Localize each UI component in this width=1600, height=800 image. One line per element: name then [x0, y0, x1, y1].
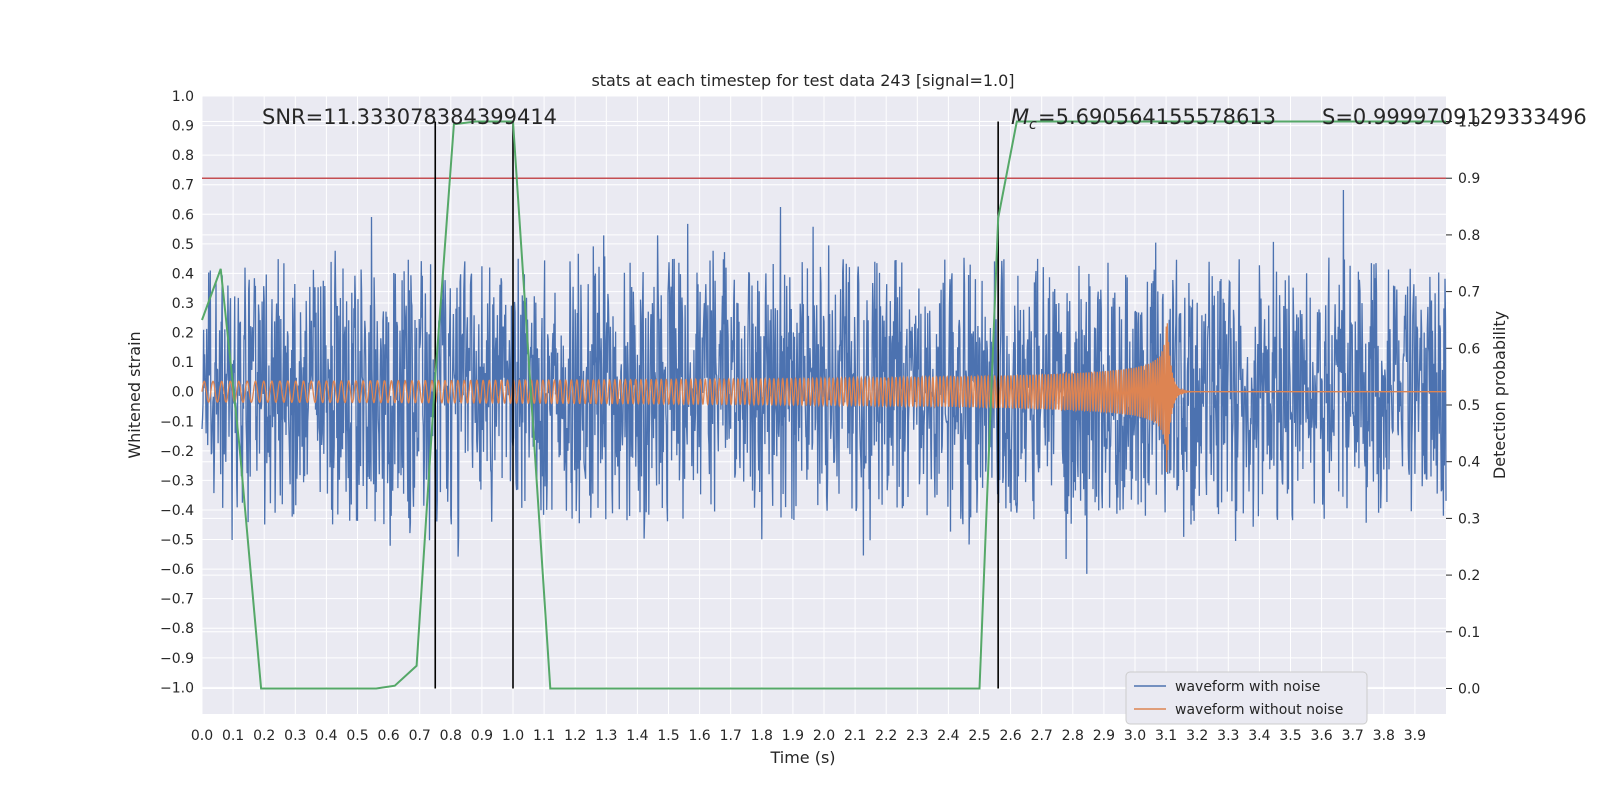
- y-tick-label: −0.1: [160, 414, 194, 430]
- y-right-tick-label: 0.7: [1458, 285, 1480, 301]
- y-tick-label: −1.0: [160, 680, 194, 696]
- y-tick-label: 0.4: [172, 266, 194, 282]
- x-tick-label: 1.5: [657, 728, 679, 744]
- legend-label-noise: waveform with noise: [1175, 679, 1320, 695]
- x-tick-label: 0.2: [253, 728, 275, 744]
- y-right-tick-label: 0.5: [1458, 398, 1480, 414]
- y-tick-label: 0.0: [172, 385, 194, 401]
- x-tick-label: 3.4: [1248, 728, 1270, 744]
- y-tick-label: 1.0: [172, 89, 194, 105]
- x-tick-label: 0.4: [315, 728, 337, 744]
- y-tick-label: 0.8: [172, 148, 194, 164]
- x-tick-label: 1.1: [533, 728, 555, 744]
- x-tick-label: 1.7: [720, 728, 742, 744]
- snr-annotation: SNR=11.333078384399414: [262, 105, 557, 129]
- x-tick-label: 3.3: [1217, 728, 1239, 744]
- x-tick-label: 2.4: [937, 728, 959, 744]
- detection-score-annotation: S=0.9999709129333496: [1322, 105, 1587, 129]
- x-tick-label: 0.8: [440, 728, 462, 744]
- x-tick-label: 2.8: [1062, 728, 1084, 744]
- x-tick-label: 1.6: [688, 728, 710, 744]
- y-tick-label: 0.3: [172, 296, 194, 312]
- x-tick-label: 1.8: [751, 728, 773, 744]
- x-tick-label: 2.9: [1093, 728, 1115, 744]
- y-right-tick-label: 0.4: [1458, 455, 1480, 471]
- y-right-tick-label: 0.2: [1458, 568, 1480, 584]
- x-tick-label: 1.9: [782, 728, 804, 744]
- x-axis-label: Time (s): [769, 748, 835, 767]
- x-tick-label: 2.6: [999, 728, 1021, 744]
- x-tick-label: 3.6: [1310, 728, 1332, 744]
- y-tick-label: −0.6: [160, 562, 194, 578]
- x-tick-label: 0.5: [346, 728, 368, 744]
- y-right-tick-label: 0.3: [1458, 511, 1480, 527]
- x-tick-label: 2.2: [875, 728, 897, 744]
- y-tick-label: 0.1: [172, 355, 194, 371]
- x-tick-label: 0.9: [471, 728, 493, 744]
- x-tick-label: 2.0: [813, 728, 835, 744]
- y-tick-label: −0.4: [160, 503, 194, 519]
- y-tick-label: −0.2: [160, 444, 194, 460]
- x-tick-label: 1.2: [564, 728, 586, 744]
- x-tick-label: 1.3: [595, 728, 617, 744]
- y-tick-label: −0.9: [160, 651, 194, 667]
- x-tick-label: 0.6: [377, 728, 399, 744]
- x-tick-label: 3.1: [1155, 728, 1177, 744]
- y-tick-label: 0.6: [172, 207, 194, 223]
- x-tick-label: 3.5: [1279, 728, 1301, 744]
- plot-area: 0.0 0.1 0.2 0.3 0.4 0.5 0.6 0.7 0.8 0.9 1.0 1.1 1.2 1…: [160, 89, 1480, 744]
- x-tick-label: 1.0: [502, 728, 524, 744]
- y-right-tick-label: 0.6: [1458, 341, 1480, 357]
- x-tick-label: 3.7: [1342, 728, 1364, 744]
- x-tick-label: 0.1: [222, 728, 244, 744]
- x-tick-label: 0.3: [284, 728, 306, 744]
- x-tick-label: 3.8: [1373, 728, 1395, 744]
- y-right-tick-label: 0.1: [1458, 625, 1480, 641]
- detection-probability-line: [201, 120, 1446, 690]
- x-tick-label: 3.2: [1186, 728, 1208, 744]
- legend: waveform with noise waveform without noi…: [1125, 671, 1368, 725]
- y-right-axis-label: Detection probability: [1490, 311, 1509, 479]
- legend-label-clean: waveform without noise: [1175, 702, 1343, 718]
- y-tick-label: 0.2: [172, 326, 194, 342]
- chirp-mass-subscript: c: [1029, 117, 1037, 133]
- y-right-tick-label: 0.9: [1458, 171, 1480, 187]
- y-tick-label: −0.3: [160, 473, 194, 489]
- series-line-waveform-with-noise: [201, 189, 1447, 574]
- y-tick-label: −0.8: [160, 621, 194, 637]
- y-axis-label: Whitened strain: [125, 331, 144, 458]
- x-tick-label: 3.0: [1124, 728, 1146, 744]
- y-tick-label: −0.7: [160, 592, 194, 608]
- y-tick-label: 0.5: [172, 237, 194, 253]
- x-tick-label: 2.7: [1031, 728, 1053, 744]
- y-tick-label: 0.9: [172, 119, 194, 135]
- x-tick-label: 2.5: [968, 728, 990, 744]
- series-line-waveform-without-noise: [201, 323, 1446, 473]
- y-tick-label: 0.7: [172, 178, 194, 194]
- y-tick-label: −0.5: [160, 533, 194, 549]
- y-right-tick-label: 1.0: [1458, 115, 1480, 131]
- x-tick-label: 1.4: [626, 728, 648, 744]
- chirp-mass-annotation: =5.690564155578613: [1038, 105, 1276, 129]
- x-tick-label: 2.3: [906, 728, 928, 744]
- chart-title: stats at each timestep for test data 243…: [591, 71, 1014, 90]
- x-tick-label: 3.9: [1404, 728, 1426, 744]
- chirp-mass-symbol: M: [1011, 105, 1029, 129]
- legend-box: [1125, 671, 1368, 725]
- x-tick-label: 0.7: [409, 728, 431, 744]
- y-right-tick-label: 0.8: [1458, 228, 1480, 244]
- y-right-tick-label: 0.0: [1458, 681, 1480, 697]
- x-tick-label: 2.1: [844, 728, 866, 744]
- x-tick-label: 0.0: [191, 728, 213, 744]
